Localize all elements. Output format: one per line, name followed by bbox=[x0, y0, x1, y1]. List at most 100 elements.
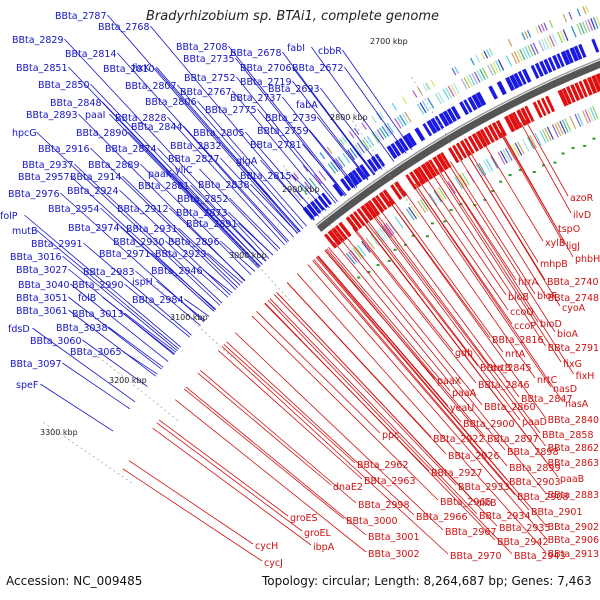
minus-strand-gene bbox=[334, 224, 348, 241]
cog-stripe bbox=[434, 93, 442, 105]
leader-line-minus bbox=[352, 227, 477, 384]
cog-stripe bbox=[463, 77, 471, 89]
cog-stripe bbox=[335, 158, 344, 169]
gene-label-minus: nasD bbox=[553, 384, 577, 395]
cog-stripe bbox=[404, 111, 412, 123]
plus-strand-gene bbox=[340, 177, 352, 192]
rna-mark bbox=[443, 220, 447, 223]
minus-strand-gene bbox=[436, 153, 449, 171]
cog-stripe bbox=[366, 135, 375, 147]
plus-strand-gene bbox=[313, 198, 325, 212]
cog-stripe bbox=[396, 116, 405, 128]
cog-stripe bbox=[485, 158, 494, 172]
leader-line-plus bbox=[292, 80, 369, 180]
gene-label-minus: nasA bbox=[565, 399, 589, 410]
cog-stripe bbox=[561, 119, 569, 133]
cog-stripe bbox=[538, 40, 545, 52]
cog-stripe bbox=[442, 88, 450, 100]
gene-label-plus: BBta_2954 bbox=[48, 204, 100, 215]
cog-stripe bbox=[548, 35, 555, 47]
gene-label-plus: BBta_2881 bbox=[138, 181, 190, 192]
leader-line-plus bbox=[169, 207, 246, 281]
cog-stripe bbox=[359, 140, 368, 152]
minus-strand-gene bbox=[390, 184, 403, 200]
leader-line-minus bbox=[269, 298, 478, 515]
cog-stripe bbox=[361, 122, 367, 130]
gene-label-minus: cycJ bbox=[264, 558, 283, 569]
plus-strand-gene bbox=[534, 62, 544, 77]
gene-label-minus: BBta_2943 bbox=[514, 551, 566, 562]
cog-stripe bbox=[437, 91, 445, 103]
leader-line-plus bbox=[320, 87, 383, 170]
minus-strand-gene bbox=[479, 128, 491, 146]
leader-line-minus bbox=[425, 176, 507, 296]
cog-stripe bbox=[534, 132, 542, 146]
gene-label-minus: BBta_2965 bbox=[440, 497, 492, 508]
leader-line-minus bbox=[363, 219, 479, 367]
leader-line-minus bbox=[296, 273, 546, 553]
leader-line-minus bbox=[184, 388, 345, 520]
gene-label-plus: mutB bbox=[12, 226, 38, 237]
kbp-tick-label: 3200 kbp bbox=[109, 376, 147, 385]
gene-label-minus: BBta_2846 bbox=[478, 380, 530, 391]
rna-mark bbox=[449, 209, 453, 212]
cog-stripe bbox=[502, 149, 511, 163]
leader-line-plus bbox=[311, 46, 395, 162]
minus-strand-gene bbox=[459, 139, 472, 157]
leader-line-plus bbox=[120, 226, 215, 312]
plus-strand-gene bbox=[517, 70, 527, 85]
minus-strand-gene bbox=[451, 144, 464, 161]
cog-stripe bbox=[476, 70, 484, 82]
leader-line-plus bbox=[74, 163, 223, 304]
gene-label-plus: BBta_2976 bbox=[8, 189, 60, 200]
gene-label-plus: BBta_2896 bbox=[168, 237, 220, 248]
cog-stripe bbox=[387, 221, 397, 234]
leader-line-minus bbox=[197, 372, 332, 486]
gene-label-minus: paaX bbox=[437, 376, 462, 387]
gene-label-plus: fixK bbox=[132, 63, 151, 74]
cog-stripe bbox=[401, 113, 410, 124]
minus-strand-gene bbox=[345, 216, 359, 232]
gene-label-plus: BBta_2807 bbox=[125, 81, 177, 92]
cog-stripe bbox=[475, 54, 481, 63]
cog-stripe bbox=[497, 151, 506, 165]
plus-strand-gene bbox=[374, 153, 386, 167]
leader-line-minus bbox=[374, 211, 541, 434]
cog-stripe bbox=[336, 139, 343, 148]
leader-line-minus bbox=[403, 190, 536, 379]
cog-stripe bbox=[369, 234, 380, 247]
cog-stripe bbox=[290, 174, 297, 182]
leader-line-plus bbox=[32, 327, 136, 403]
plus-strand-gene bbox=[463, 99, 473, 113]
gene-label-plus: fabA bbox=[296, 100, 318, 111]
cog-stripe bbox=[524, 46, 531, 58]
plus-strand-gene bbox=[347, 171, 360, 186]
leader-line-plus bbox=[119, 189, 231, 296]
minus-strand-gene bbox=[574, 82, 585, 100]
gene-label-plus: BBta_2929 bbox=[155, 249, 207, 260]
kbp-tick-label: 2900 kbp bbox=[282, 185, 320, 194]
leader-line-minus bbox=[251, 315, 439, 501]
cog-stripe bbox=[585, 5, 590, 14]
cog-stripe bbox=[576, 23, 583, 36]
leader-line-plus bbox=[40, 383, 114, 432]
gene-label-plus: BBta_2889 bbox=[88, 160, 140, 171]
leader-line-plus bbox=[282, 51, 375, 176]
cog-stripe bbox=[379, 127, 387, 139]
gene-label-minus: tspO bbox=[558, 224, 580, 235]
gene-label-plus: BBta_2767 bbox=[180, 87, 232, 98]
minus-strand-gene bbox=[561, 87, 572, 105]
leader-line-minus bbox=[343, 234, 483, 406]
gene-label-plus: glgA bbox=[236, 156, 258, 167]
cog-stripe bbox=[371, 132, 380, 144]
leader-line-plus bbox=[229, 197, 281, 250]
leader-line-plus bbox=[36, 131, 221, 306]
gene-label-plus: BBta_2693 bbox=[268, 84, 320, 95]
leader-line-minus bbox=[468, 150, 539, 263]
cog-stripe bbox=[522, 138, 530, 152]
minus-strand-gene bbox=[503, 115, 516, 133]
gene-label-plus: ispH bbox=[132, 277, 153, 288]
leader-line-plus bbox=[108, 326, 164, 368]
plus-strand-gene bbox=[467, 96, 478, 111]
minus-strand-gene bbox=[557, 89, 569, 107]
